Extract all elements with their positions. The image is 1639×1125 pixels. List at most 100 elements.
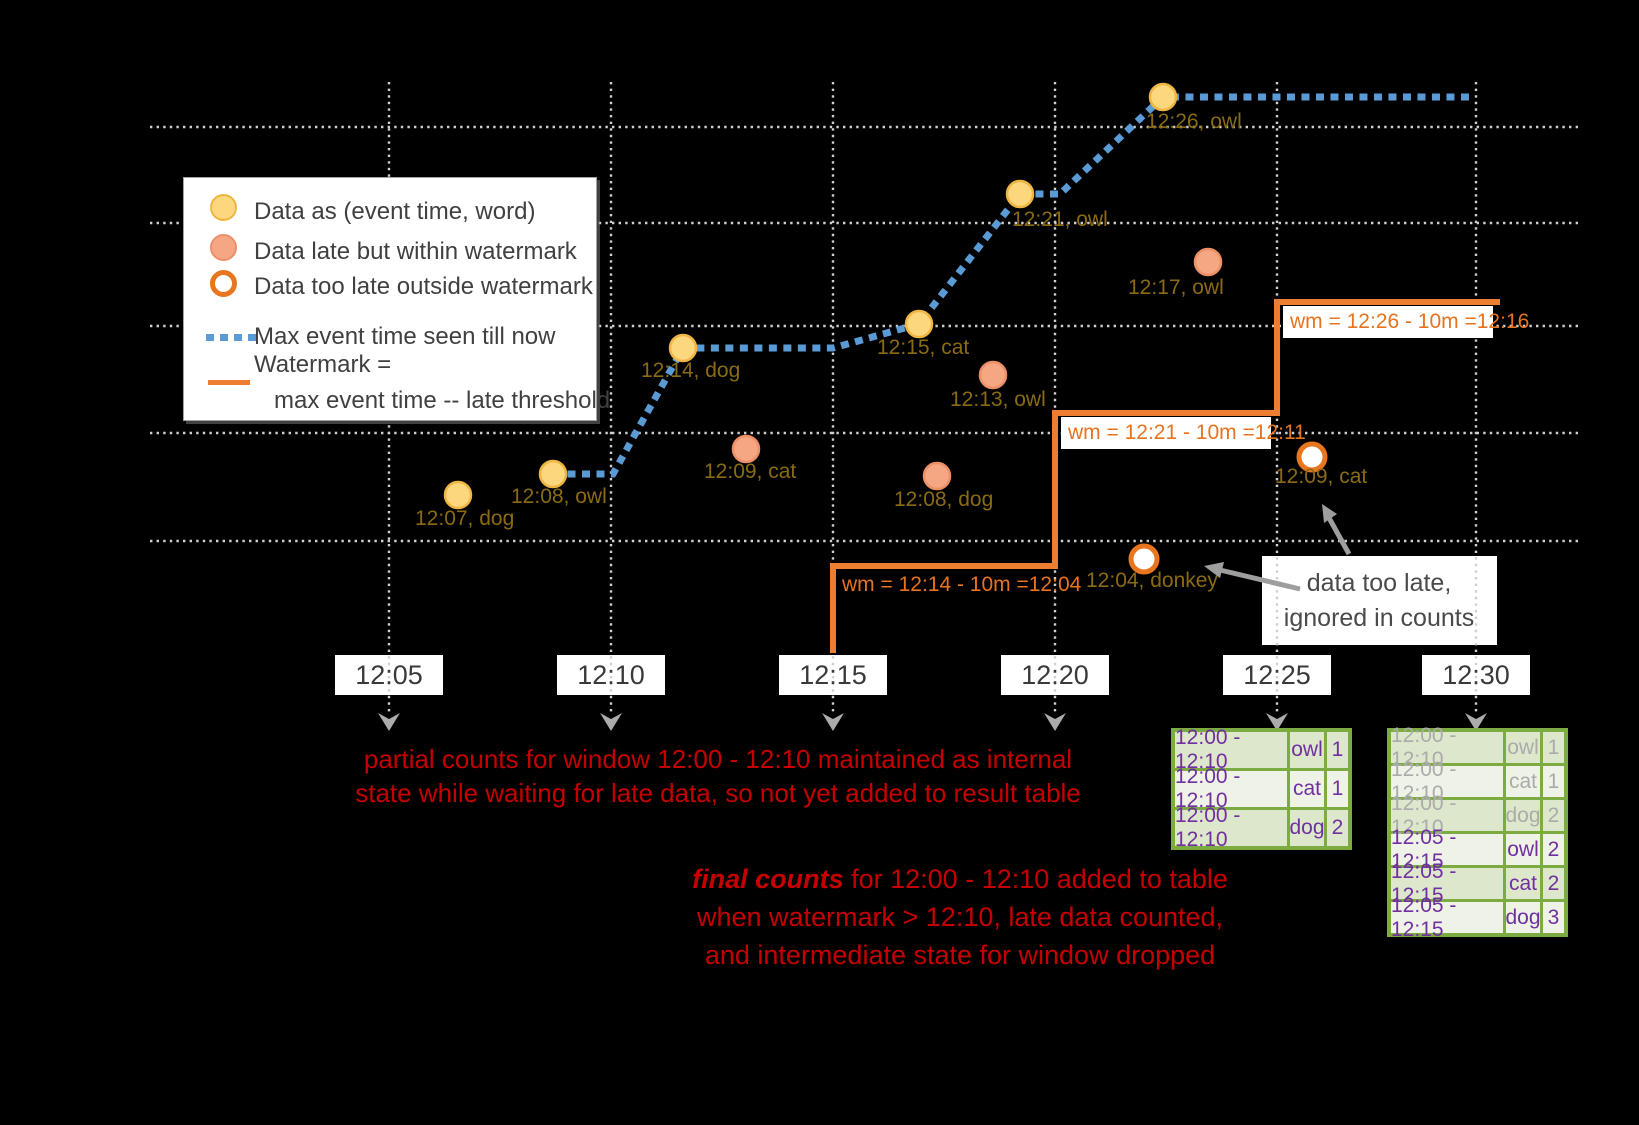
legend-item-max-event: Max event time seen till now bbox=[254, 323, 556, 350]
table-cell: owl bbox=[1506, 834, 1540, 865]
final-counts-line1-rest: for 12:00 - 12:10 added to table bbox=[843, 864, 1228, 894]
late-dot-icon bbox=[210, 234, 237, 261]
data-point-label: 12:13, owl bbox=[950, 388, 1046, 411]
table-cell: 12:00 - 12:10 bbox=[1175, 765, 1287, 812]
x-tick-label: 12:25 bbox=[1243, 660, 1311, 690]
watermark-label: wm = 12:26 - 10m =12:16 bbox=[1289, 310, 1529, 333]
legend-item-too-late: Data too late outside watermark bbox=[254, 273, 593, 300]
x-tick-box bbox=[1422, 655, 1530, 695]
table-row: 12:05 - 12:15 cat 2 bbox=[1391, 860, 1564, 907]
data-point-label: 12:08, dog bbox=[894, 488, 993, 511]
x-tick-box bbox=[335, 655, 443, 695]
table-cell: owl bbox=[1506, 732, 1540, 763]
table-cell: 1 bbox=[1327, 732, 1348, 768]
data-point-label: 12:07, dog bbox=[415, 507, 514, 530]
too-late-circle-icon bbox=[210, 270, 237, 297]
table-row: 12:00 - 12:10 cat 1 bbox=[1391, 758, 1564, 805]
too-late-note-line1: data too late, bbox=[1307, 569, 1452, 597]
table-cell: owl bbox=[1290, 732, 1324, 768]
data-point-ontime[interactable] bbox=[1005, 179, 1035, 209]
table-row: 12:00 - 12:10 owl 1 bbox=[1175, 726, 1348, 773]
legend-item-watermark: Watermark = bbox=[254, 351, 392, 378]
data-point-ontime[interactable] bbox=[668, 333, 698, 363]
data-point-late[interactable] bbox=[978, 360, 1008, 390]
data-point-toolate[interactable] bbox=[1296, 441, 1328, 473]
data-point-ontime[interactable] bbox=[538, 459, 568, 489]
data-point-label: 12:09, cat bbox=[704, 460, 796, 483]
legend: Data as (event time, word) Data late but… bbox=[183, 177, 610, 421]
x-tick-label: 12:15 bbox=[799, 660, 867, 690]
final-counts-line2: when watermark > 12:10, late data counte… bbox=[696, 902, 1224, 932]
data-point-late[interactable] bbox=[731, 434, 761, 464]
data-point-label: 12:26, owl bbox=[1146, 110, 1242, 133]
result-table-1225: 12:00 - 12:10 owl 1 12:00 - 12:10 cat 1 12:00 … bbox=[1171, 726, 1352, 851]
data-point-label: 12:09, cat bbox=[1275, 465, 1367, 488]
data-point-label: 12:21, owl bbox=[1012, 208, 1108, 231]
table-cell: cat bbox=[1290, 771, 1324, 807]
note-arrows bbox=[1204, 504, 1352, 592]
legend-item-watermark-line2: max event time -- late threshold bbox=[274, 387, 611, 414]
partial-counts-line1: partial counts for window 12:00 - 12:10 … bbox=[363, 744, 1073, 774]
table-cell: cat bbox=[1506, 766, 1540, 797]
data-point-late[interactable] bbox=[1193, 247, 1223, 277]
blue-dashed-line-icon bbox=[206, 334, 256, 341]
tick-arrowhead-icon bbox=[600, 713, 622, 731]
table-cell: 2 bbox=[1543, 868, 1564, 899]
x-tick-box bbox=[1223, 655, 1331, 695]
table-cell: 12:05 - 12:15 bbox=[1391, 894, 1503, 941]
too-late-arrow-cat bbox=[1325, 514, 1352, 556]
table-cell: 3 bbox=[1543, 902, 1564, 933]
tick-arrowhead-icon bbox=[1465, 713, 1487, 731]
data-point-ontime[interactable] bbox=[443, 480, 473, 510]
data-point-label: 12:08, owl bbox=[511, 485, 607, 508]
tick-arrowhead-icon bbox=[378, 713, 400, 731]
too-late-note-line2: ignored in counts bbox=[1284, 604, 1474, 632]
white-boxes bbox=[335, 556, 1530, 695]
data-point-ontime[interactable] bbox=[904, 309, 934, 339]
result-table-1230: 12:00 - 12:10 owl 1 12:00 - 12:10 cat 1 12:00 … bbox=[1387, 724, 1568, 941]
table-row: 12:00 - 12:10 cat 1 bbox=[1175, 765, 1348, 812]
tick-arrowhead-icon bbox=[1044, 713, 1066, 731]
watermark-line bbox=[830, 299, 1500, 653]
data-point-label: 12:14, dog bbox=[641, 359, 740, 382]
series-lines bbox=[553, 93, 1500, 653]
table-cell: dog bbox=[1505, 800, 1541, 831]
data-point-toolate[interactable] bbox=[1128, 543, 1160, 575]
table-cell: 1 bbox=[1327, 771, 1348, 807]
x-tick-label: 12:10 bbox=[577, 660, 645, 690]
too-late-arrowhead-cat bbox=[1322, 504, 1337, 523]
partial-counts-line2: state while waiting for late data, so no… bbox=[355, 778, 1081, 808]
x-tick-box bbox=[557, 655, 665, 695]
text-labels: data too late, ignored in counts 12:05 12… bbox=[355, 110, 1529, 690]
data-point-ontime[interactable] bbox=[1148, 82, 1178, 112]
x-tick-label: 12:05 bbox=[355, 660, 423, 690]
vertical-gridlines bbox=[378, 82, 1487, 731]
table-row: 12:00 - 12:10 dog 2 bbox=[1391, 792, 1564, 839]
table-cell: 1 bbox=[1543, 732, 1564, 763]
max-event-time-line bbox=[553, 93, 1475, 478]
table-row: 12:00 - 12:10 dog 2 bbox=[1175, 804, 1348, 851]
partial-counts-note: partial counts for window 12:00 - 12:10 … bbox=[318, 742, 1118, 810]
table-cell: 1 bbox=[1543, 766, 1564, 797]
final-counts-note: final counts for 12:00 - 12:10 added to … bbox=[660, 860, 1260, 974]
watermark-label: wm = 12:14 - 10m =12:04 bbox=[841, 573, 1082, 596]
too-late-arrowhead-donkey bbox=[1204, 562, 1224, 578]
final-counts-line3: and intermediate state for window droppe… bbox=[704, 940, 1216, 970]
final-counts-line1: final counts for 12:00 - 12:10 added to … bbox=[660, 860, 1260, 898]
data-point-late[interactable] bbox=[922, 461, 952, 491]
table-cell: 12:00 - 12:10 bbox=[1175, 726, 1287, 773]
legend-item-on-time: Data as (event time, word) bbox=[254, 198, 536, 225]
final-counts-emphasis: final counts bbox=[692, 864, 844, 894]
tick-arrowhead-icon bbox=[1266, 713, 1288, 731]
table-cell: dog bbox=[1289, 810, 1325, 846]
x-tick-label: 12:20 bbox=[1021, 660, 1089, 690]
data-point-label: 12:17, owl bbox=[1128, 276, 1224, 299]
x-tick-box bbox=[1001, 655, 1109, 695]
watermark-label-box bbox=[1061, 417, 1271, 449]
watermark-label-box bbox=[1283, 306, 1493, 338]
orange-line-icon bbox=[208, 380, 250, 385]
watermark-label: wm = 12:21 - 10m =12:11 bbox=[1067, 421, 1306, 444]
x-tick-box bbox=[779, 655, 887, 695]
data-point-label: 12:04, donkey bbox=[1086, 569, 1218, 592]
